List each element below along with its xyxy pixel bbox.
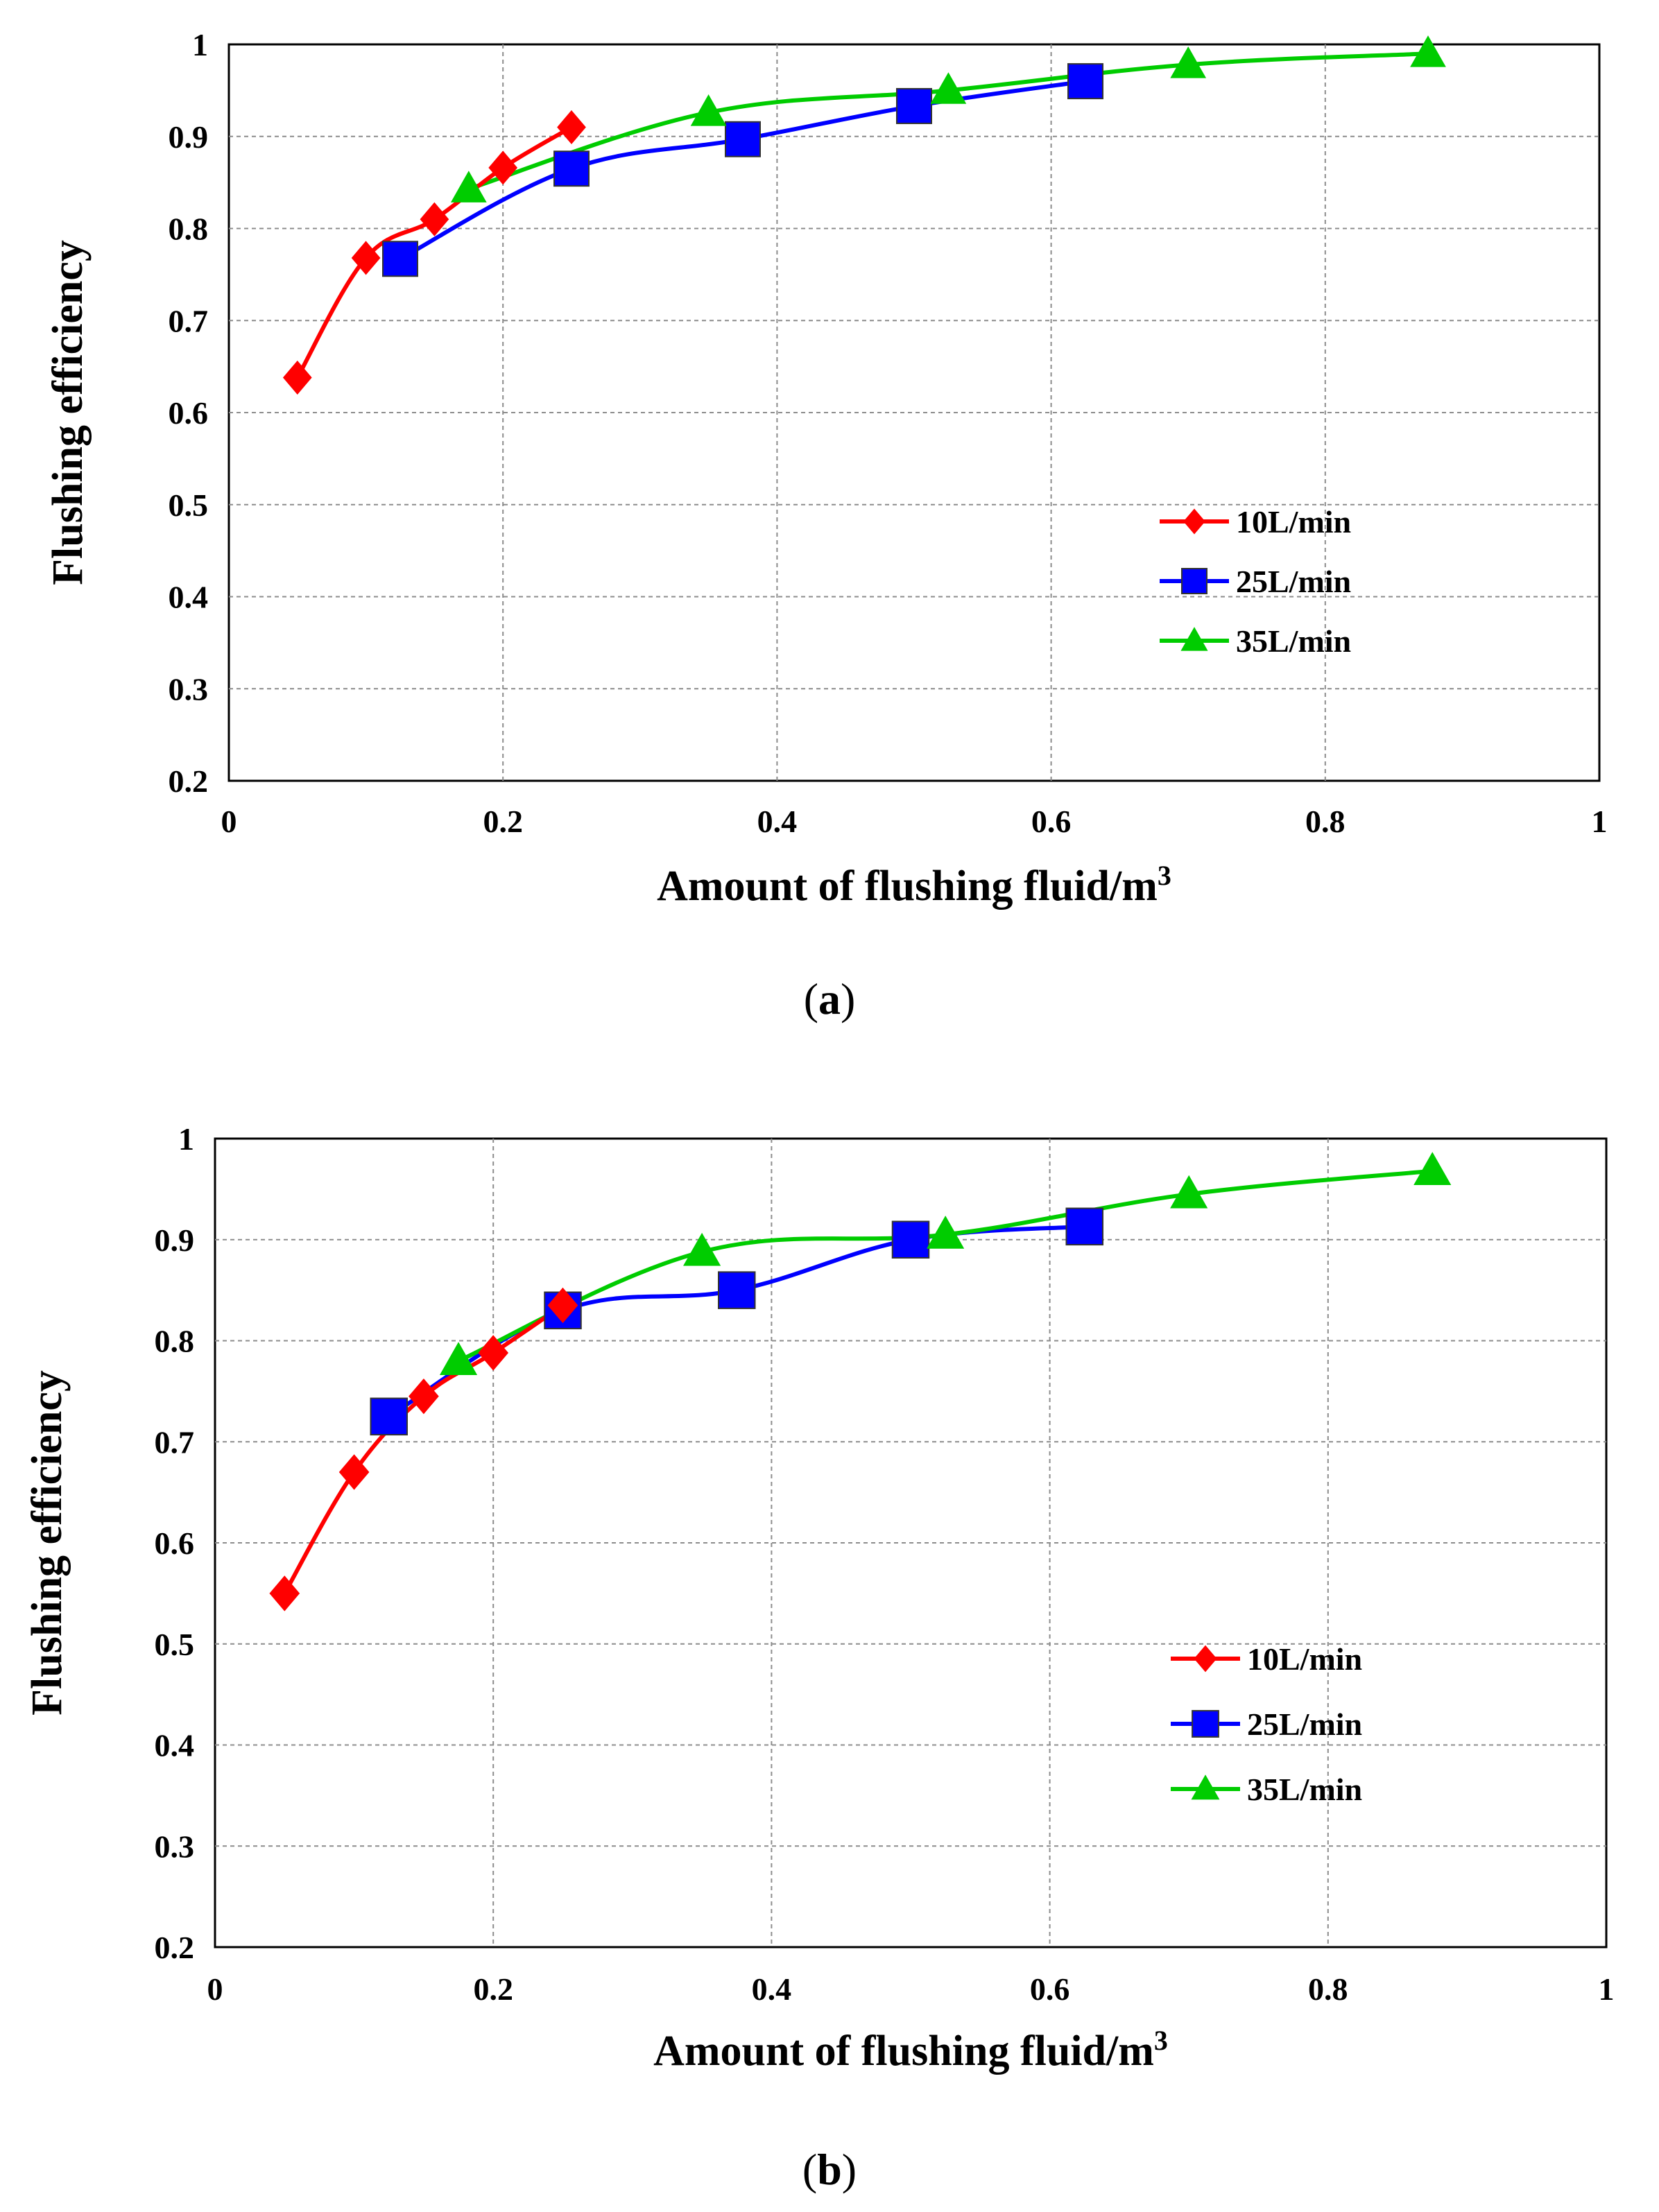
data-point-35L/min: [930, 72, 967, 104]
y-tick-label: 0.9: [169, 119, 209, 155]
data-point-10L/min: [478, 1335, 509, 1371]
legend-marker-10L/min: [1194, 1645, 1217, 1673]
data-point-10L/min: [269, 1575, 300, 1612]
y-tick-label: 0.8: [155, 1324, 195, 1359]
x-tick-label: 0.6: [1030, 1971, 1070, 2007]
x-tick-label: 0.8: [1308, 1971, 1348, 2007]
legend-marker-35L/min: [1180, 627, 1208, 651]
legend: 10L/min 25L/min 35L/min: [1160, 504, 1351, 659]
data-point-25L/min: [718, 1271, 756, 1309]
legend-marker-25L/min: [1192, 1710, 1219, 1738]
x-tick-label: 1: [1592, 804, 1608, 839]
y-tick-label: 0.5: [155, 1627, 195, 1662]
legend-label: 10L/min: [1247, 1641, 1362, 1677]
x-axis-label-superscript: 3: [1154, 2025, 1168, 2056]
caption-b-letter: b: [817, 2145, 842, 2194]
data-point-25L/min: [1067, 63, 1103, 100]
legend-label: 35L/min: [1247, 1772, 1362, 1807]
y-tick-label: 0.3: [155, 1829, 195, 1864]
data-point-35L/min: [1413, 1152, 1452, 1185]
legend-marker-10L/min: [1183, 508, 1205, 535]
y-tick-label: 0.8: [169, 211, 209, 247]
data-point-10L/min: [338, 1454, 370, 1490]
x-tick-labels: 0 0.2 0.4 0.6 0.8 1: [207, 1971, 1615, 2007]
data-point-25L/min: [725, 121, 761, 157]
y-tick-label: 1: [178, 1121, 194, 1157]
y-tick-label: 0.9: [155, 1222, 195, 1258]
gridlines: [229, 44, 1599, 781]
x-tick-label: 0.4: [757, 804, 798, 839]
y-tick-label: 0.7: [155, 1424, 195, 1460]
legend: 10L/min 25L/min 35L/min: [1171, 1641, 1362, 1807]
data-point-10L/min: [547, 1287, 578, 1324]
data-point-35L/min: [439, 1342, 478, 1375]
data-point-35L/min: [683, 1232, 721, 1266]
x-axis-label: Amount of flushing fluid/m3: [653, 2025, 1168, 2075]
data-point-25L/min: [553, 150, 590, 187]
legend-label: 35L/min: [1236, 623, 1351, 659]
data-point-25L/min: [370, 1397, 408, 1436]
data-point-10L/min: [557, 110, 586, 145]
caption-a-letter: a: [818, 974, 841, 1023]
caption-b: (b): [802, 2145, 857, 2194]
data-point-10L/min: [420, 202, 449, 236]
series-group: [269, 1152, 1452, 1612]
legend-marker-35L/min: [1191, 1774, 1220, 1800]
x-tick-label: 0.8: [1305, 804, 1346, 839]
y-tick-label: 0.2: [169, 763, 209, 799]
legend-label: 10L/min: [1236, 504, 1351, 539]
x-tick-label: 1: [1599, 1971, 1615, 2007]
data-point-35L/min: [450, 171, 487, 202]
data-point-25L/min: [1065, 1207, 1103, 1246]
x-tick-label: 0.2: [483, 804, 523, 839]
data-point-35L/min: [1410, 35, 1446, 67]
x-tick-label: 0: [221, 804, 237, 839]
data-point-10L/min: [351, 241, 381, 275]
series-group: [282, 35, 1446, 395]
y-tick-label: 0.4: [155, 1728, 195, 1763]
y-tick-label: 0.3: [169, 671, 209, 707]
legend-marker-25L/min: [1181, 568, 1207, 594]
y-tick-label: 0.6: [155, 1526, 195, 1561]
chart-a: 0.2 0.3 0.4 0.5 0.6 0.7 0.8 0.9 1 0 0.2 0.4 0.6 0.8 1…: [44, 27, 1608, 1023]
x-axis-label-superscript: 3: [1158, 860, 1171, 891]
data-point-35L/min: [927, 1216, 965, 1249]
data-point-10L/min: [282, 361, 312, 395]
x-axis-label: Amount of flushing fluid/m3: [657, 860, 1171, 910]
x-tick-label: 0: [207, 1971, 223, 2007]
x-tick-label: 0.6: [1031, 804, 1072, 839]
y-tick-label: 1: [192, 27, 208, 62]
y-tick-labels: 0.2 0.3 0.4 0.5 0.6 0.7 0.8 0.9 1: [169, 27, 209, 799]
x-tick-label: 0.4: [752, 1971, 792, 2007]
data-point-25L/min: [891, 1220, 930, 1259]
y-tick-label: 0.6: [169, 395, 209, 431]
y-tick-label: 0.4: [169, 580, 209, 615]
y-tick-label: 0.5: [169, 487, 209, 523]
y-tick-labels: 0.2 0.3 0.4 0.5 0.6 0.7 0.8 0.9 1: [155, 1121, 195, 1965]
x-tick-label: 0.2: [473, 1971, 513, 2007]
data-point-35L/min: [1170, 46, 1207, 78]
data-point-25L/min: [896, 87, 932, 124]
plot-area-frame: [227, 43, 1601, 782]
data-point-25L/min: [382, 241, 418, 277]
data-point-35L/min: [690, 94, 727, 126]
x-tick-labels: 0 0.2 0.4 0.6 0.8 1: [221, 804, 1608, 839]
data-point-10L/min: [409, 1378, 439, 1415]
y-tick-label: 0.7: [169, 303, 209, 338]
y-axis-label: Flushing efficiency: [24, 1370, 71, 1716]
data-point-35L/min: [1170, 1175, 1208, 1209]
y-tick-label: 0.2: [155, 1930, 195, 1965]
data-point-10L/min: [488, 150, 518, 185]
legend-label: 25L/min: [1247, 1706, 1362, 1742]
legend-label: 25L/min: [1236, 564, 1351, 599]
caption-a: (a): [804, 974, 856, 1023]
y-axis-label: Flushing efficiency: [44, 240, 92, 585]
chart-b: 0.2 0.3 0.4 0.5 0.6 0.7 0.8 0.9 1 0 0.2 0.4 0.6 0.8 1…: [24, 1121, 1615, 2194]
